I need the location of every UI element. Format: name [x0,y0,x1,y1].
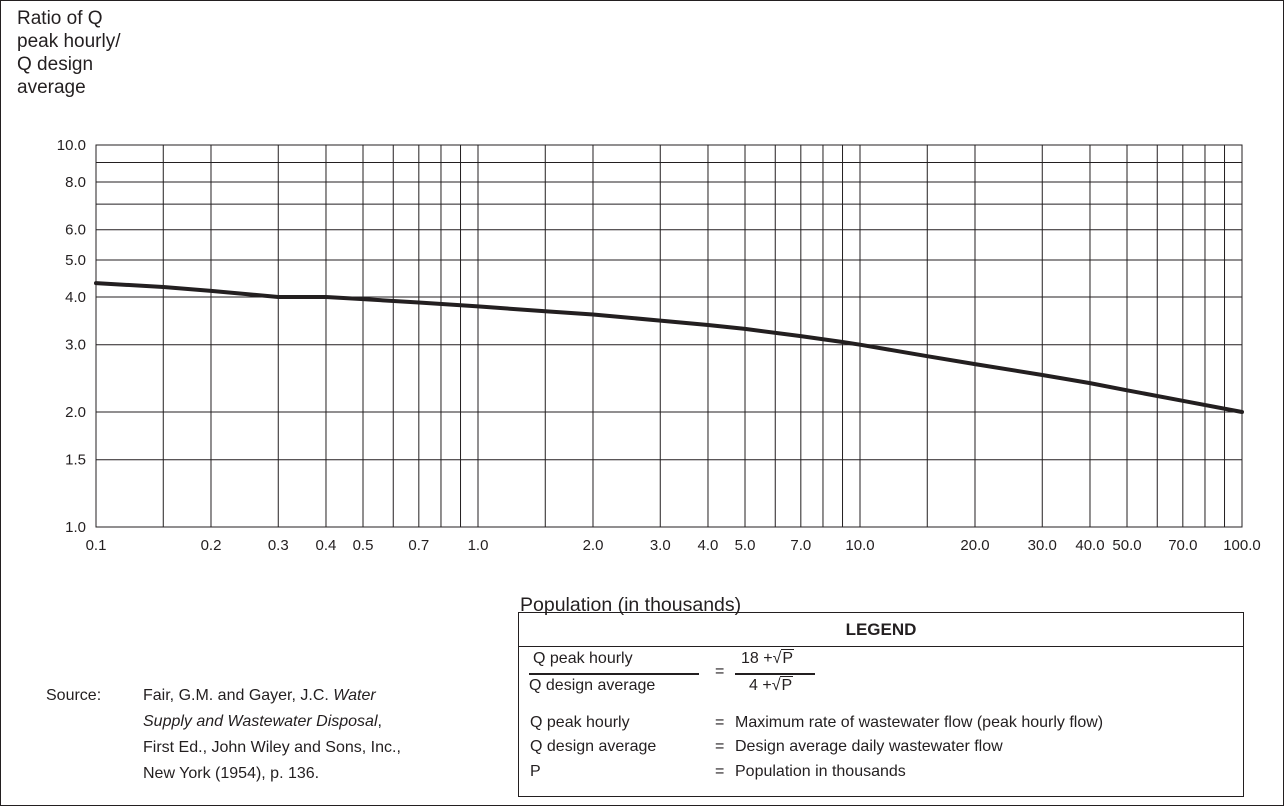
x-tick-label: 0.1 [86,537,107,554]
source-line: Fair, G.M. and Gayer, J.C. Water [143,683,401,709]
source-line: First Ed., John Wiley and Sons, Inc., [143,739,401,756]
source-key: Source: [46,687,102,704]
y-tick-label: 10.0 [57,137,86,154]
rhs-den-prefix: 4 + [749,677,772,694]
formula-lhs-denominator: Q design average [529,677,656,694]
x-tick-label: 10.0 [845,537,874,554]
x-tick-label: 2.0 [583,537,604,554]
formula-lhs-numerator: Q peak hourly [533,650,633,667]
formula-lhs-fraction-bar [529,673,699,675]
peaking-factor-chart: 1.01.52.03.04.05.06.08.010.0 0.1 0.2 0.3 0.… [57,137,1261,554]
y-axis-label-line: average [17,77,86,98]
horizontal-gridlines [96,144,1242,528]
x-tick-label: 30.0 [1028,537,1057,554]
legend-title: LEGEND [519,613,1243,647]
y-tick-label: 4.0 [65,289,86,306]
source-authors: Fair, G.M. and Gayer, J.C. [143,687,334,704]
x-tick-label: 20.0 [960,537,989,554]
y-axis-label-line: peak hourly/ [17,31,121,52]
legend-term: P [530,763,541,780]
x-tick-label: 0.7 [408,537,429,554]
x-tick-label: 50.0 [1112,537,1141,554]
formula-equals: = [715,663,725,680]
x-axis-label: Population (in thousands) [520,594,742,616]
source-line: New York (1954), p. 136. [143,765,320,782]
legend-description: Design average daily wastewater flow [735,738,1003,755]
sqrt-radicand: P [781,649,795,667]
x-tick-label: 100.0 [1223,537,1261,554]
source-line: Supply and Wastewater Disposal, [143,709,401,735]
y-tick-label: 1.5 [65,452,86,469]
y-tick-labels: 1.0 1.5 2.0 3.0 4.0 5.0 6.0 8.0 10.0 [57,137,86,536]
sqrt-symbol: √ [771,677,781,694]
x-tick-label: 40.0 [1075,537,1104,554]
source-title-part: Water [333,687,376,704]
y-tick-label: 5.0 [65,252,86,269]
legend-term: Q peak hourly [530,714,630,731]
rhs-num-prefix: 18 + [741,650,773,667]
formula-rhs-numerator: 18 +√P [741,649,795,668]
x-tick-label: 0.3 [268,537,289,554]
y-axis-label-line: Ratio of Q [17,8,103,29]
source-title-part: Supply and Wastewater Disposal [143,713,378,730]
curve-group [94,281,1244,414]
legend-equals: = [715,763,725,780]
sqrt-symbol: √ [772,650,782,667]
x-tick-label: 5.0 [735,537,756,554]
peaking-factor-curve [94,281,1244,414]
legend-equals: = [715,714,725,731]
legend-box: LEGEND Q peak hourly Q design average = … [518,612,1244,797]
y-tick-label: 2.0 [65,404,86,421]
x-tick-label: 1.0 [468,537,489,554]
sqrt-radicand: P [780,676,794,694]
legend-term: Q design average [530,738,657,755]
x-tick-label: 0.4 [316,537,337,554]
y-tick-label: 1.0 [65,519,86,536]
x-tick-labels: 0.1 0.2 0.3 0.4 0.5 0.7 1.0 2.0 3.0 4.0 5.0 7.0 10.0… [86,537,1261,554]
y-axis-label-line: Q design [17,54,94,75]
sqrt-sign: √P [771,676,794,695]
x-tick-label: 7.0 [790,537,811,554]
x-tick-label: 4.0 [698,537,719,554]
legend-description: Population in thousands [735,763,906,780]
x-tick-label: 0.5 [353,537,374,554]
y-tick-label: 6.0 [65,222,86,239]
plot-area-border [95,144,1243,528]
y-tick-label: 8.0 [65,174,86,191]
formula-rhs-fraction-bar [735,673,815,675]
y-axis-label: Ratio of Q peak hourly/ Q design average [17,7,121,99]
legend-equals: = [715,738,725,755]
legend-description: Maximum rate of wastewater flow (peak ho… [735,714,1104,731]
formula-rhs-denominator: 4 +√P [749,676,794,695]
source-punct: , [377,713,382,730]
x-tick-label: 3.0 [650,537,671,554]
source-text: Fair, G.M. and Gayer, J.C. Water Supply … [143,683,401,787]
y-tick-label: 3.0 [65,337,86,354]
sqrt-sign: √P [772,649,795,668]
vertical-gridlines [95,145,1243,527]
x-tick-label: 0.2 [201,537,222,554]
x-tick-label: 70.0 [1168,537,1197,554]
